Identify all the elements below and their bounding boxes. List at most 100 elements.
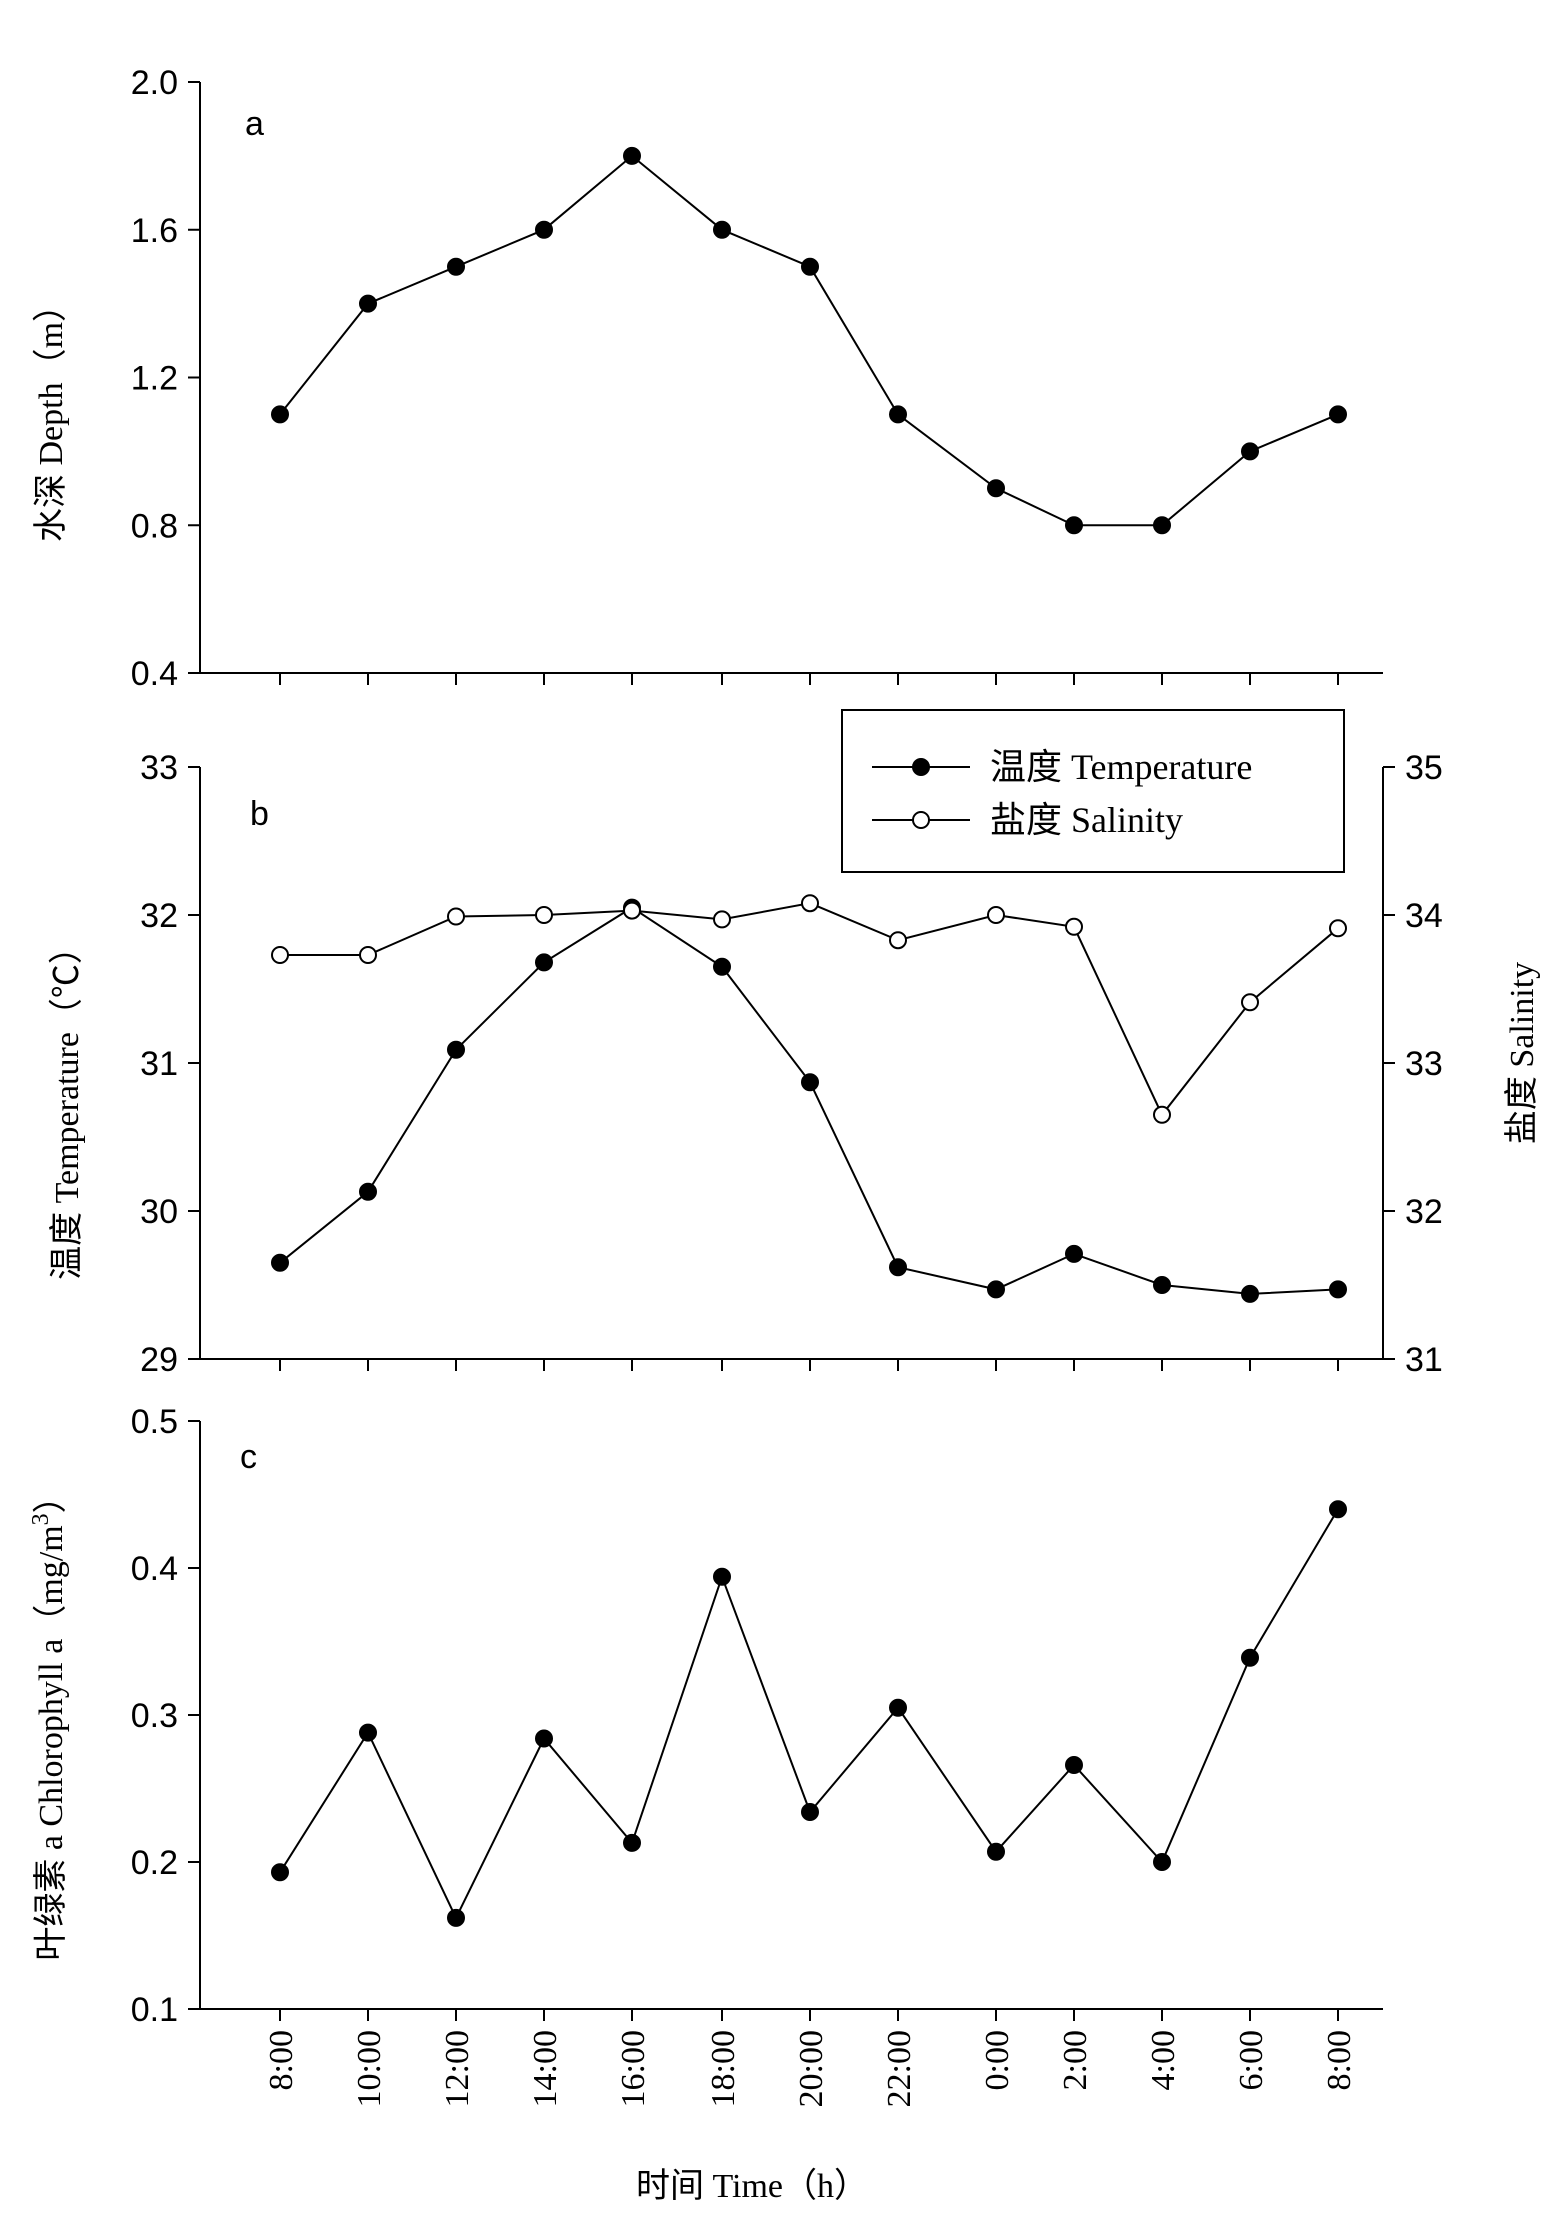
data-point [359,294,377,313]
y2-tick-label: 33 [1405,1045,1443,1083]
panel-c-letter: c [240,1438,257,1476]
x-tick-label: 10:00 [351,2030,388,2107]
x-tick-label: 12:00 [439,2030,476,2107]
panel-c-y-label-superscript: 3 [28,1513,54,1525]
y-tick-label: 33 [140,749,178,787]
data-point [987,1842,1005,1861]
data-point [535,953,553,972]
panel-c-y-label-main: 叶绿素 a Chlorophyll a（mg/m [32,1525,70,1960]
data-point [535,220,553,239]
x-tick-label: 8:00 [1321,2030,1358,2090]
y2-tick-label: 34 [1405,897,1443,935]
data-point [359,946,377,964]
y-tick-label: 0.1 [131,1991,178,2029]
legend: 温度 Temperature 盐度 Salinity [841,709,1345,873]
data-point [271,405,289,424]
legend-temperature-label: 温度 Temperature [990,747,1252,787]
data-point [1329,1280,1347,1299]
y-tick-label: 30 [140,1193,178,1231]
data-point [713,220,731,239]
y2-tick-label: 31 [1405,1341,1443,1379]
data-point [1241,993,1259,1012]
panel-b-letter: b [250,795,269,833]
panel-b-y2-axis-label: 盐度 Salinity [1503,962,1541,1144]
panel-c-plot: 0.1 0.2 0.3 0.4 0.5 [131,1403,1383,2029]
y2-tick-label: 32 [1405,1193,1443,1231]
data-point [1065,1244,1083,1263]
legend-salinity-label: 盐度 Salinity [990,800,1183,840]
x-tick-label: 4:00 [1145,2030,1182,2090]
data-point [359,1723,377,1742]
data-point [889,1698,907,1717]
data-point [987,479,1005,498]
data-point [1065,1756,1083,1774]
legend-box [841,709,1345,873]
y-tick-label: 0.3 [131,1697,178,1735]
data-point [447,257,465,276]
data-point [987,1280,1005,1299]
x-tick-label: 2:00 [1057,2030,1094,2090]
data-point [1065,516,1083,535]
panel-a-y-axis-label: 水深 Depth（m） [32,288,70,542]
panel-c-chlorophyll: c 叶绿素 a Chlorophyll a（mg/m3） [28,1438,257,1961]
panel-c-y-label-end: ） [32,1479,70,1513]
panel-c-y-axis-label: 叶绿素 a Chlorophyll a（mg/m3） [28,1479,70,1960]
y-tick-label: 31 [140,1045,178,1083]
panel-a-letter: a [245,105,264,143]
y-tick-label: 0.4 [131,1550,178,1588]
data-point [1065,917,1083,936]
y-tick-label: 0.2 [131,1844,178,1882]
x-tick-label: 14:00 [527,2030,564,2107]
x-tick-label: 16:00 [615,2030,652,2107]
y-tick-label: 1.2 [131,360,178,398]
data-point [1153,1276,1171,1294]
data-point [1329,1500,1347,1519]
data-point [987,906,1005,924]
data-point [359,1182,377,1201]
data-point [1329,405,1347,424]
data-point [1329,919,1347,938]
data-point [1153,516,1171,535]
data-point [889,1258,907,1277]
y-tick-label: 32 [140,897,178,935]
x-tick-label: 20:00 [793,2030,830,2107]
data-point [623,146,641,165]
y-tick-label: 0.8 [131,507,178,545]
y-tick-label: 29 [140,1341,178,1379]
data-point [801,894,819,913]
data-point [1241,1648,1259,1667]
data-point [713,957,731,976]
data-point [801,1803,819,1821]
series-line-c-0 [279,1508,1339,1921]
x-tick-label: 22:00 [881,2030,918,2107]
data-point [1153,1105,1171,1124]
y-tick-label: 2.0 [131,64,178,102]
data-point [271,946,289,964]
data-point [1241,1284,1259,1303]
x-tick-label: 0:00 [979,2030,1016,2090]
data-point [535,1729,553,1748]
x-tick-label: 8:00 [263,2030,300,2090]
data-point [801,1073,819,1092]
data-point [271,1253,289,1272]
legend-salinity-marker [912,811,930,829]
x-tick-label: 18:00 [705,2030,742,2107]
data-point [713,910,731,929]
panel-b-temperature-salinity: b 温度 Temperature（℃） 盐度 Salinity 温度 Tempe… [48,709,1541,1280]
data-point [447,907,465,926]
y2-tick-label: 35 [1405,749,1443,787]
data-point [889,405,907,424]
data-point [271,1863,289,1882]
data-point [801,257,819,276]
panel-b-y-axis-label: 温度 Temperature（℃） [48,930,86,1280]
data-point [447,1908,465,1927]
data-point [535,906,553,924]
data-point [1153,1853,1171,1871]
series-line-b-0 [279,906,1339,1295]
data-point [623,901,641,920]
series-line-a-0 [279,154,1339,527]
panel-b-plot: 29 30 31 32 33 31 32 33 34 35 [140,749,1443,1379]
y-tick-label: 1.6 [131,212,178,250]
panel-a-plot: 0.4 0.8 1.2 1.6 2.0 [131,64,1383,693]
